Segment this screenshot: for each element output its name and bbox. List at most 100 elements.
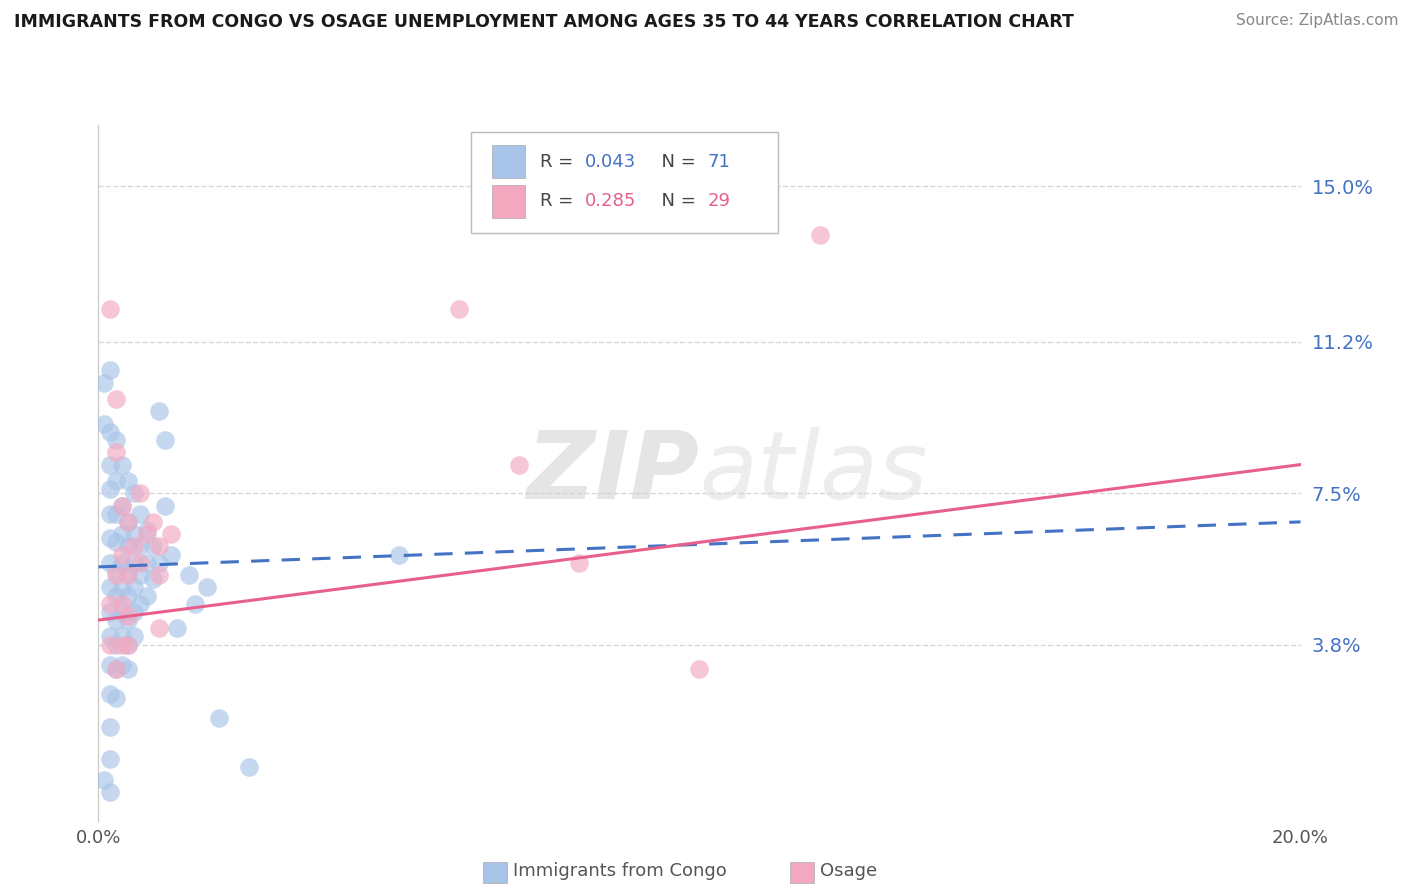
Point xyxy=(124,605,146,619)
Point xyxy=(117,609,139,624)
Point xyxy=(447,301,470,316)
Point xyxy=(195,580,218,594)
Point xyxy=(105,662,128,676)
Point xyxy=(129,540,152,554)
Text: 71: 71 xyxy=(707,153,731,170)
Point xyxy=(111,638,134,652)
Text: N =: N = xyxy=(650,193,702,211)
Point xyxy=(105,589,128,603)
Point xyxy=(135,523,157,537)
Point xyxy=(117,540,139,554)
Point xyxy=(100,752,122,766)
Text: Source: ZipAtlas.com: Source: ZipAtlas.com xyxy=(1236,13,1399,29)
Point xyxy=(183,597,205,611)
Point xyxy=(100,785,122,799)
Point xyxy=(148,556,170,570)
FancyBboxPatch shape xyxy=(790,863,814,883)
Point xyxy=(117,515,139,529)
Point xyxy=(808,228,831,243)
Point xyxy=(105,690,128,705)
Point xyxy=(100,482,122,496)
Point xyxy=(105,535,128,549)
Point xyxy=(111,458,134,472)
Point xyxy=(100,580,122,594)
Point xyxy=(111,499,134,513)
Text: ZIP: ZIP xyxy=(527,426,700,519)
Point xyxy=(105,392,128,406)
Point xyxy=(141,572,163,586)
Point xyxy=(105,445,128,459)
Point xyxy=(148,621,170,635)
Point xyxy=(100,597,122,611)
Point xyxy=(568,556,591,570)
Point xyxy=(100,605,122,619)
Point xyxy=(111,658,134,673)
Point xyxy=(129,556,152,570)
FancyBboxPatch shape xyxy=(484,863,508,883)
Text: Osage: Osage xyxy=(820,862,877,880)
Text: 0.285: 0.285 xyxy=(585,193,637,211)
Point xyxy=(129,507,152,521)
Point xyxy=(117,638,139,652)
Point xyxy=(124,540,146,554)
Point xyxy=(111,548,134,562)
Point xyxy=(100,638,122,652)
Point xyxy=(124,580,146,594)
Point xyxy=(135,589,157,603)
Point xyxy=(105,662,128,676)
Point xyxy=(124,556,146,570)
Point xyxy=(111,630,134,644)
Point xyxy=(111,527,134,541)
Point xyxy=(129,486,152,500)
Point xyxy=(117,613,139,627)
Point xyxy=(105,474,128,488)
Point xyxy=(105,613,128,627)
Point xyxy=(100,507,122,521)
Point xyxy=(105,433,128,447)
Point xyxy=(135,556,157,570)
Point xyxy=(117,589,139,603)
Point xyxy=(117,638,139,652)
Point xyxy=(177,568,200,582)
Point xyxy=(124,527,146,541)
Point xyxy=(100,363,122,377)
Point xyxy=(100,301,122,316)
Point xyxy=(117,564,139,578)
Point xyxy=(124,486,146,500)
Text: atlas: atlas xyxy=(700,427,928,518)
Text: IMMIGRANTS FROM CONGO VS OSAGE UNEMPLOYMENT AMONG AGES 35 TO 44 YEARS CORRELATIO: IMMIGRANTS FROM CONGO VS OSAGE UNEMPLOYM… xyxy=(14,13,1074,31)
Point xyxy=(100,630,122,644)
Point xyxy=(135,527,157,541)
Point xyxy=(100,658,122,673)
Point xyxy=(105,638,128,652)
Point xyxy=(100,425,122,439)
Point xyxy=(111,499,134,513)
Point xyxy=(93,772,115,787)
Point xyxy=(148,540,170,554)
Point xyxy=(117,568,139,582)
Text: R =: R = xyxy=(540,193,579,211)
Point xyxy=(148,568,170,582)
Point xyxy=(208,711,231,725)
Text: R =: R = xyxy=(540,153,579,170)
Point xyxy=(238,760,260,774)
Point xyxy=(111,580,134,594)
Text: 0.043: 0.043 xyxy=(585,153,637,170)
Point xyxy=(129,597,152,611)
Point xyxy=(148,404,170,418)
Point xyxy=(117,662,139,676)
Point xyxy=(100,719,122,733)
Point xyxy=(141,515,163,529)
Point xyxy=(141,540,163,554)
FancyBboxPatch shape xyxy=(492,185,526,219)
Point xyxy=(689,662,711,676)
Point xyxy=(105,568,128,582)
Point xyxy=(159,548,181,562)
Point xyxy=(100,531,122,545)
Point xyxy=(100,458,122,472)
FancyBboxPatch shape xyxy=(492,145,526,178)
Point xyxy=(129,568,152,582)
Point xyxy=(388,548,411,562)
Point xyxy=(153,433,176,447)
Point xyxy=(117,515,139,529)
